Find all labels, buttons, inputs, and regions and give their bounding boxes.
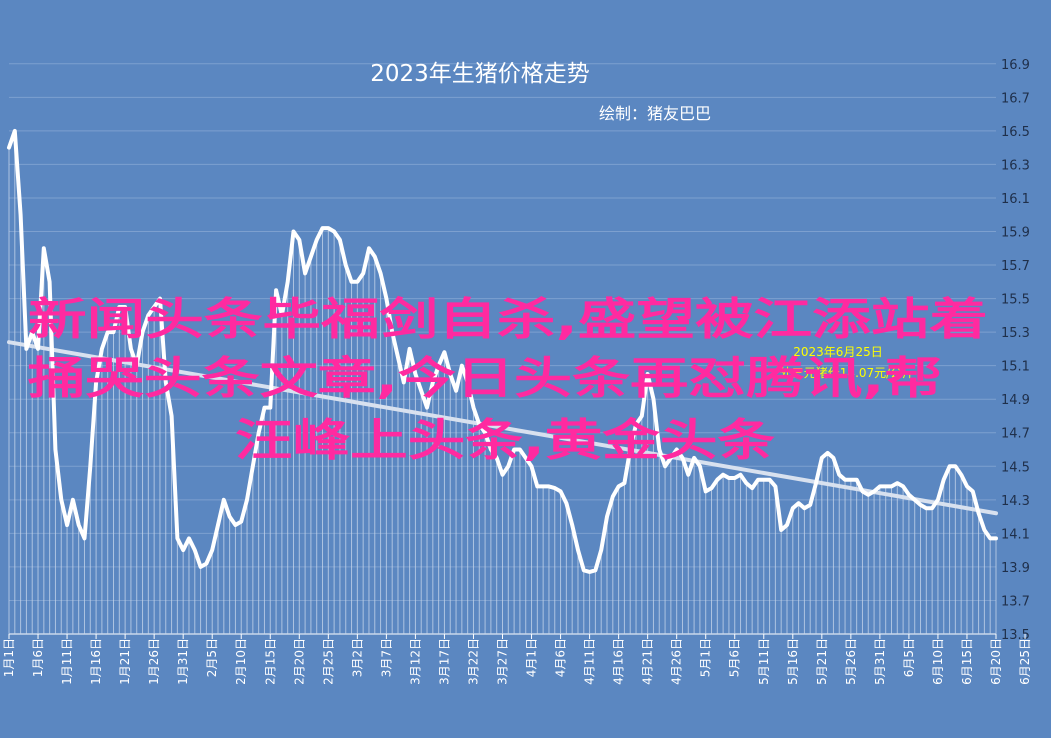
x-tick-label: 1月21日 xyxy=(118,638,132,685)
x-tick-label: 4月21日 xyxy=(641,638,655,685)
x-tick-label: 1月31日 xyxy=(176,638,190,685)
x-tick-label: 5月16日 xyxy=(786,638,800,685)
x-tick-label: 5月31日 xyxy=(873,638,887,685)
x-tick-label: 1月6日 xyxy=(31,638,45,677)
y-tick-label: 14.5 xyxy=(1001,460,1030,475)
x-tick-label: 4月6日 xyxy=(554,638,568,677)
y-tick-label: 13.9 xyxy=(1001,561,1030,576)
x-axis: 1月1日 1月6日 1月11日 1月16日 1月21日 1月26日 1月31日 2月5日 2月1… xyxy=(2,634,1032,685)
y-tick-label: 16.3 xyxy=(1001,158,1030,173)
y-tick-label: 15.5 xyxy=(1001,293,1030,308)
x-tick-label: 2月5日 xyxy=(205,638,219,677)
x-tick-label: 1月11日 xyxy=(60,638,74,685)
x-tick-label: 2月15日 xyxy=(263,638,277,685)
x-tick-label: 1月1日 xyxy=(2,638,16,677)
y-tick-label: 14.1 xyxy=(1001,527,1030,542)
x-tick-label: 2月10日 xyxy=(234,638,248,685)
trendline-group xyxy=(7,340,998,516)
x-tick-label: 3月7日 xyxy=(379,638,393,677)
annotation-price: 外三元猪价14.07元/公斤 xyxy=(780,366,914,380)
x-tick-label: 6月15日 xyxy=(960,638,974,685)
y-tick-label: 15.3 xyxy=(1001,326,1030,341)
series-line-group xyxy=(7,128,998,574)
x-tick-label: 4月26日 xyxy=(670,638,684,685)
annotation-date: 2023年6月25日 xyxy=(793,345,882,359)
watermark-line-1: 新闻头条毕福剑自杀,盛望被江添站着 xyxy=(28,294,988,345)
y-tick-label: 13.7 xyxy=(1001,594,1030,609)
chart-title: 2023年生猪价格走势 xyxy=(370,61,590,87)
price-line xyxy=(7,128,998,574)
y-tick-label: 16.1 xyxy=(1001,192,1030,207)
y-tick-label: 13.5 xyxy=(1001,628,1030,643)
x-tick-label: 6月5日 xyxy=(902,638,916,677)
x-tick-label: 4月1日 xyxy=(525,638,539,677)
x-tick-label: 6月25日 xyxy=(1018,638,1032,685)
y-tick-label: 16.7 xyxy=(1001,91,1030,106)
x-tick-label: 2月20日 xyxy=(292,638,306,685)
x-tick-label: 2月25日 xyxy=(321,638,335,685)
y-tick-label: 15.9 xyxy=(1001,225,1030,240)
x-tick-label: 5月1日 xyxy=(699,638,713,677)
y-tick-label: 15.1 xyxy=(1001,360,1030,375)
x-tick-label: 3月22日 xyxy=(466,638,480,685)
trendline xyxy=(7,340,998,516)
x-tick-label: 6月20日 xyxy=(989,638,1003,685)
y-tick-label: 15.7 xyxy=(1001,259,1030,274)
x-tick-label: 3月2日 xyxy=(350,638,364,677)
x-tick-label: 3月27日 xyxy=(496,638,510,685)
x-tick-label: 5月6日 xyxy=(728,638,742,677)
x-tick-label: 4月16日 xyxy=(612,638,626,685)
x-tick-label: 4月11日 xyxy=(583,638,597,685)
watermark-line-3: 汪峰上头条,黄金头条 xyxy=(235,415,775,466)
y-tick-label: 14.7 xyxy=(1001,427,1030,442)
y-axis: 13.5 13.7 13.9 14.1 14.3 14.5 14.7 14.9 15.1 15.3… xyxy=(1001,58,1030,643)
x-tick-label: 3月12日 xyxy=(408,638,422,685)
area-fill xyxy=(8,130,997,634)
x-tick-label: 5月26日 xyxy=(844,638,858,685)
x-tick-label: 5月21日 xyxy=(815,638,829,685)
x-tick-label: 6月10日 xyxy=(931,638,945,685)
y-tick-label: 16.9 xyxy=(1001,58,1030,73)
x-tick-label: 5月11日 xyxy=(757,638,771,685)
x-tick-label: 1月26日 xyxy=(147,638,161,685)
x-tick-label: 1月16日 xyxy=(89,638,103,685)
y-tick-label: 14.9 xyxy=(1001,393,1030,408)
watermark-line-2: 捅哭头条文章,今日头条再怼腾讯,帮 xyxy=(28,353,943,404)
y-tick-label: 16.5 xyxy=(1001,125,1030,140)
x-tick-label: 3月17日 xyxy=(437,638,451,685)
chart-subtitle: 绘制：猪友巴巴 xyxy=(599,104,711,123)
y-tick-label: 14.3 xyxy=(1001,494,1030,509)
gridlines xyxy=(9,63,996,635)
